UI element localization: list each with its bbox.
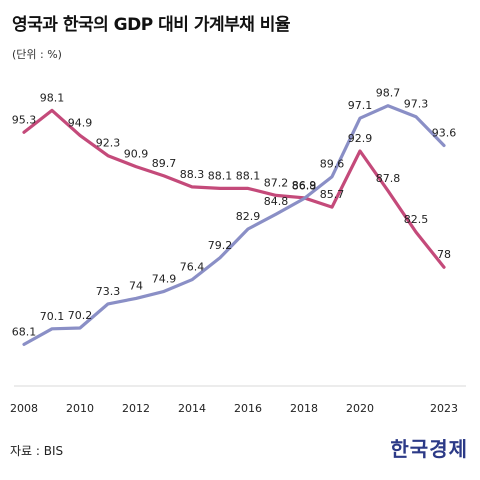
data-label-korea: 76.4 xyxy=(180,261,205,274)
data-label-korea: 86.8 xyxy=(292,180,317,193)
data-label-korea: 68.1 xyxy=(12,325,37,338)
data-label-korea: 98.7 xyxy=(376,87,401,100)
series-line-korea xyxy=(22,104,446,346)
data-label-korea: 97.3 xyxy=(404,98,429,111)
data-label-uk: 87.2 xyxy=(264,176,289,189)
data-label-korea: 73.3 xyxy=(96,285,121,298)
x-tick-label: 2020 xyxy=(346,402,374,415)
data-label-korea: 79.2 xyxy=(208,239,233,252)
data-label-uk: 88.1 xyxy=(208,169,233,182)
data-label-korea: 89.6 xyxy=(320,158,345,171)
data-label-uk: 88.3 xyxy=(180,168,205,181)
unit-label: (단위 : %) xyxy=(12,48,62,61)
series-line-uk xyxy=(22,108,446,269)
data-label-korea: 93.6 xyxy=(432,127,457,140)
data-label-korea: 74.9 xyxy=(152,272,177,285)
data-label-uk: 89.7 xyxy=(152,157,177,170)
source-label: 자료 : BIS xyxy=(10,444,64,458)
data-label-uk: 85.7 xyxy=(320,188,345,201)
data-label-uk: 88.1 xyxy=(236,169,261,182)
x-tick-label: 2010 xyxy=(66,402,94,415)
chart-title: 영국과 한국의 GDP 대비 가계부채 비율 xyxy=(12,15,291,35)
x-tick-label: 2014 xyxy=(178,402,206,415)
data-label-korea: 84.8 xyxy=(264,195,289,208)
data-label-uk: 94.9 xyxy=(68,116,93,129)
data-label-korea: 82.9 xyxy=(236,210,261,223)
data-label-uk: 92.3 xyxy=(96,137,121,150)
data-label-uk: 90.9 xyxy=(124,148,149,161)
data-label-korea: 70.1 xyxy=(40,310,65,323)
x-tick-label: 2023 xyxy=(430,402,458,415)
x-tick-label: 2016 xyxy=(234,402,262,415)
data-label-uk: 92.9 xyxy=(348,132,373,145)
data-label-korea: 97.1 xyxy=(348,99,373,112)
x-tick-label: 2008 xyxy=(10,402,38,415)
x-tick-label: 2018 xyxy=(290,402,318,415)
data-label-uk: 86.9 xyxy=(292,179,317,192)
data-label-uk: 78 xyxy=(437,248,451,261)
data-label-uk: 95.3 xyxy=(12,113,37,126)
brand-logo: 한국경제 xyxy=(390,437,468,461)
data-label-korea: 70.2 xyxy=(68,309,93,322)
data-label-uk: 98.1 xyxy=(40,91,65,104)
data-label-uk: 87.8 xyxy=(376,172,401,185)
data-label-uk: 82.5 xyxy=(404,213,429,226)
data-label-korea: 74 xyxy=(129,279,143,292)
x-tick-label: 2012 xyxy=(122,402,150,415)
